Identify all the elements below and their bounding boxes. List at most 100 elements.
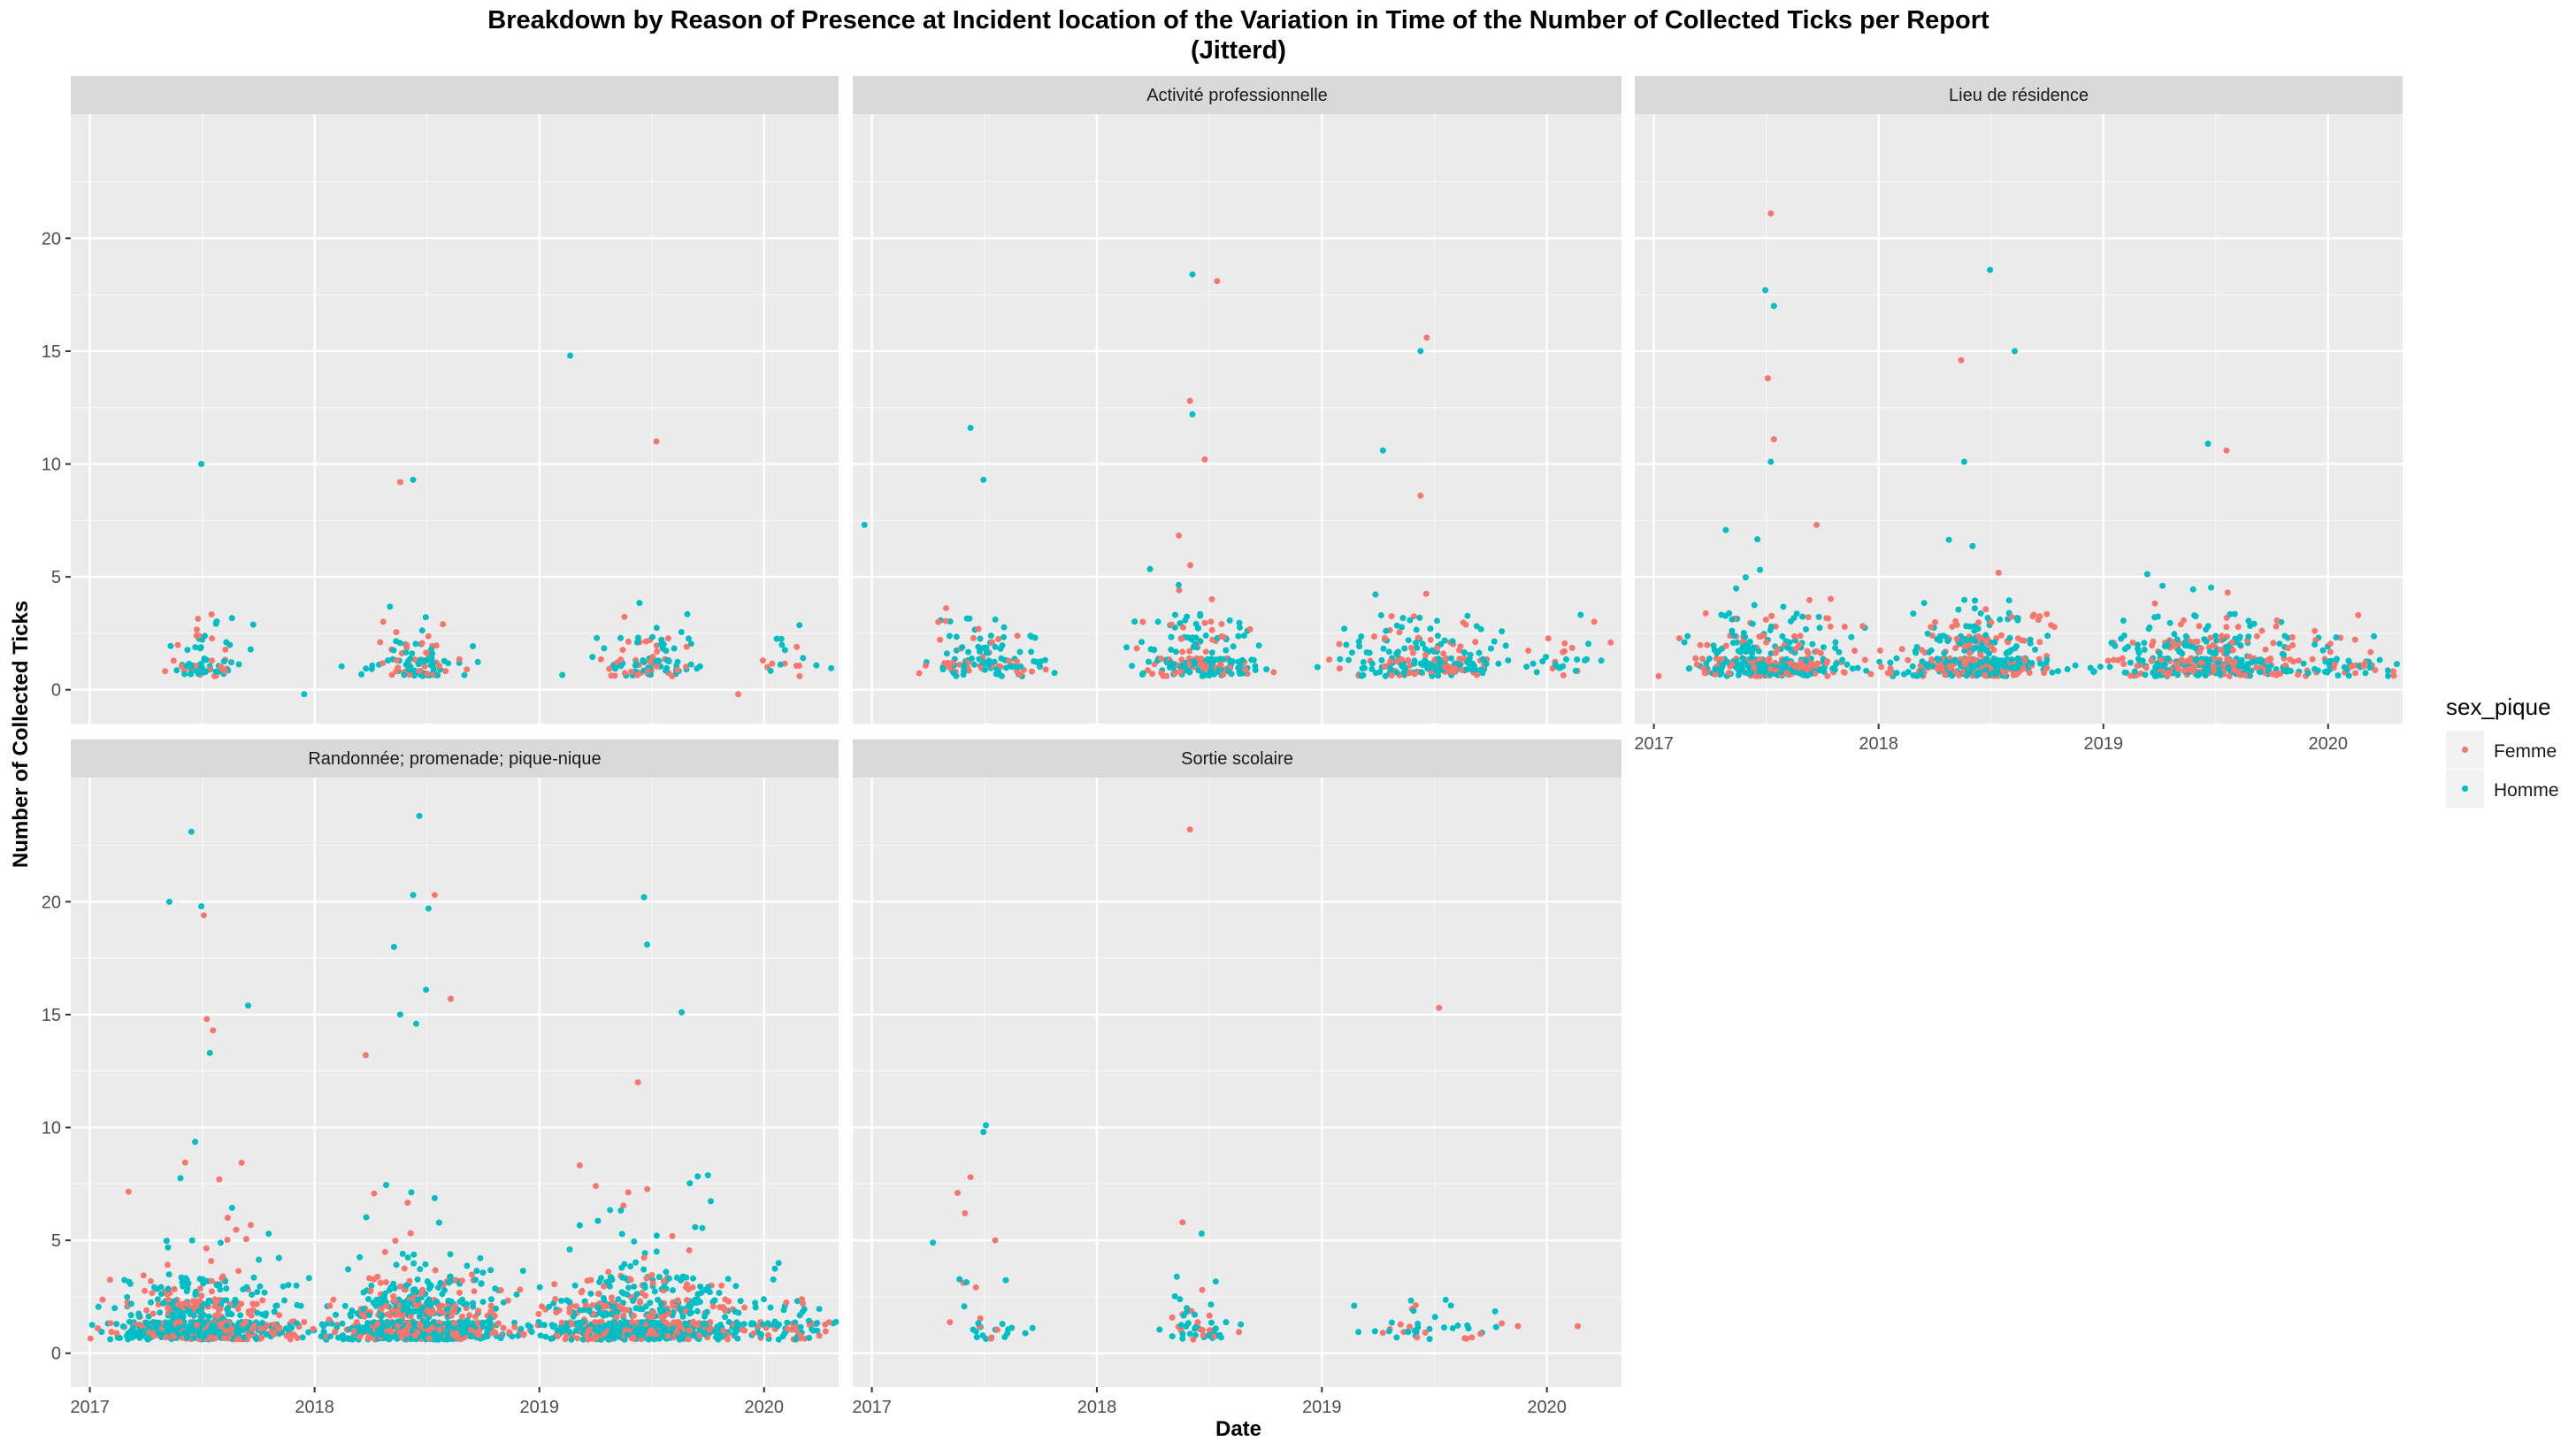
data-point [366, 1312, 372, 1319]
data-point [2012, 664, 2019, 671]
data-point [225, 1305, 232, 1312]
data-point [1144, 667, 1151, 674]
data-point [274, 1326, 281, 1333]
data-point [1909, 663, 1916, 670]
data-point [1975, 632, 1982, 640]
data-point [1051, 670, 1058, 677]
data-point [2348, 663, 2355, 670]
data-point [254, 1289, 261, 1295]
data-point [601, 1330, 608, 1338]
data-point [2165, 655, 2172, 662]
data-point [326, 1302, 334, 1309]
data-point [1543, 654, 1550, 661]
data-point [625, 1189, 632, 1196]
data-point [2120, 661, 2128, 668]
data-point [638, 1319, 645, 1326]
data-point [192, 1292, 199, 1299]
data-point [2169, 639, 2176, 646]
data-point [224, 1237, 231, 1243]
data-point [1426, 1336, 1433, 1343]
data-point [163, 1329, 170, 1336]
data-point [814, 1320, 821, 1326]
data-point [428, 646, 434, 653]
data-point [2131, 668, 2138, 675]
data-point [1460, 656, 1467, 662]
data-point [203, 1329, 211, 1335]
data-point [394, 657, 400, 663]
data-point [665, 1275, 672, 1282]
data-point [174, 641, 181, 648]
data-point [464, 1319, 472, 1326]
data-point [1361, 664, 1368, 671]
data-point [1388, 671, 1395, 678]
data-point [2055, 668, 2061, 675]
data-point [1499, 628, 1506, 635]
data-point [175, 1307, 182, 1315]
data-point [641, 1327, 648, 1334]
data-point [806, 1334, 813, 1341]
data-point [1029, 1324, 1036, 1331]
data-point [970, 1326, 977, 1333]
data-point [653, 438, 660, 445]
data-point [195, 671, 202, 678]
data-point [968, 656, 975, 662]
data-point [1417, 348, 1424, 355]
data-point [1804, 648, 1811, 655]
y-tick-label: 15 [42, 1006, 61, 1025]
data-point [1366, 649, 1373, 656]
data-point [977, 648, 983, 655]
data-point [1441, 1324, 1447, 1331]
data-point [631, 1284, 638, 1290]
data-point [1809, 640, 1816, 648]
data-point [388, 1329, 395, 1336]
data-point [353, 1319, 360, 1326]
data-point [1016, 648, 1024, 656]
data-point [1205, 1332, 1212, 1339]
data-point [235, 661, 242, 668]
data-point [1382, 663, 1389, 670]
data-point [2226, 672, 2233, 679]
data-point [247, 1222, 254, 1229]
data-point [396, 640, 403, 647]
data-point [1467, 651, 1474, 658]
data-point [602, 1322, 609, 1330]
data-point [528, 1329, 535, 1336]
data-point [1813, 521, 1820, 528]
data-point [769, 660, 776, 667]
data-point [238, 1300, 245, 1307]
data-point [1173, 1273, 1180, 1280]
data-point [959, 644, 966, 651]
data-point [1434, 632, 1441, 640]
data-point [215, 1328, 222, 1335]
data-point [1824, 672, 1831, 679]
data-point [1422, 646, 1429, 653]
data-point [943, 605, 950, 611]
data-point [1208, 626, 1215, 633]
data-point [2331, 661, 2338, 668]
data-point [536, 1284, 543, 1291]
data-point [794, 643, 801, 650]
data-point [2304, 670, 2312, 677]
data-point [167, 642, 174, 649]
data-point [999, 1321, 1006, 1328]
data-point [1123, 644, 1130, 651]
data-point [1971, 638, 1978, 645]
data-point [473, 1268, 480, 1275]
data-point [617, 634, 624, 641]
data-point [1730, 632, 1737, 640]
data-point [2090, 668, 2097, 675]
data-point [2219, 632, 2226, 640]
data-point [1385, 648, 1392, 656]
data-point [1393, 669, 1400, 676]
data-point [165, 1324, 172, 1331]
data-point [796, 663, 803, 669]
data-point [345, 1266, 351, 1273]
data-point [660, 1326, 667, 1333]
data-point [1491, 638, 1498, 645]
data-point [2352, 670, 2359, 677]
data-point [642, 1292, 648, 1300]
data-point [437, 1279, 444, 1286]
data-point [113, 1330, 120, 1337]
data-point [549, 1335, 556, 1342]
data-point [378, 1313, 385, 1320]
